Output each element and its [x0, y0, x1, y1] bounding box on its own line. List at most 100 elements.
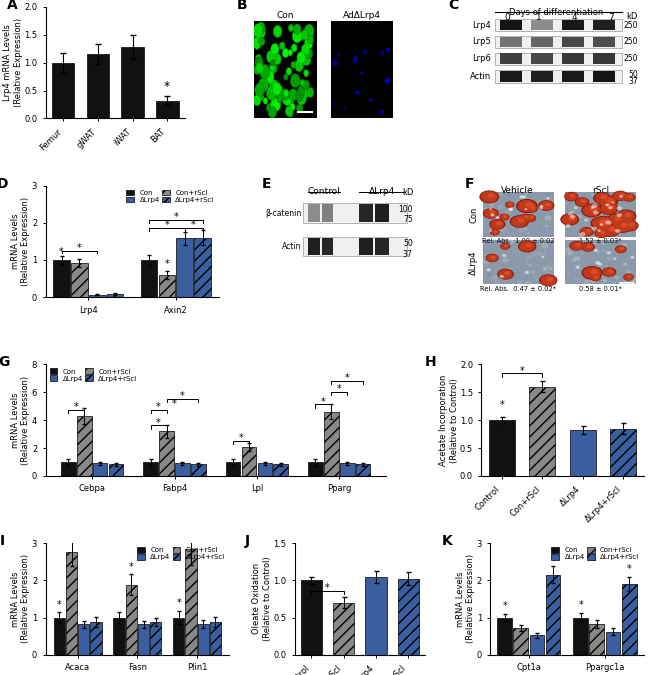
- Circle shape: [506, 267, 512, 271]
- Circle shape: [256, 25, 265, 38]
- Text: AdΔLrp4: AdΔLrp4: [343, 11, 381, 20]
- Circle shape: [506, 256, 508, 258]
- Circle shape: [504, 203, 508, 206]
- Circle shape: [265, 72, 274, 83]
- Bar: [562, 20, 584, 30]
- Circle shape: [490, 211, 495, 214]
- Circle shape: [593, 218, 608, 228]
- Circle shape: [595, 262, 600, 264]
- Bar: [562, 72, 584, 82]
- Circle shape: [354, 58, 356, 61]
- Circle shape: [495, 231, 497, 232]
- Circle shape: [621, 235, 624, 236]
- Text: 0.58 ± 0.01*: 0.58 ± 0.01*: [579, 286, 621, 292]
- Bar: [125, 585, 137, 655]
- Circle shape: [492, 275, 497, 279]
- Circle shape: [594, 242, 597, 244]
- Circle shape: [281, 90, 289, 100]
- Circle shape: [302, 56, 307, 63]
- Circle shape: [522, 196, 526, 198]
- Bar: [593, 20, 614, 30]
- Bar: [500, 36, 522, 47]
- Text: 37: 37: [403, 250, 413, 259]
- Bar: [565, 240, 636, 284]
- Circle shape: [274, 85, 282, 97]
- Circle shape: [520, 215, 531, 221]
- Circle shape: [546, 193, 552, 196]
- Circle shape: [270, 101, 278, 111]
- Circle shape: [625, 275, 632, 279]
- Circle shape: [608, 206, 613, 209]
- Circle shape: [582, 209, 586, 211]
- Circle shape: [566, 193, 577, 200]
- Circle shape: [628, 275, 631, 277]
- Text: *: *: [59, 247, 64, 257]
- Bar: [562, 36, 584, 47]
- Circle shape: [603, 225, 618, 236]
- Circle shape: [549, 272, 553, 275]
- Text: *: *: [627, 564, 632, 574]
- Circle shape: [289, 25, 293, 31]
- Circle shape: [603, 279, 606, 281]
- Bar: [483, 192, 554, 237]
- Bar: [78, 624, 90, 655]
- Circle shape: [584, 258, 586, 259]
- Circle shape: [591, 279, 595, 281]
- Circle shape: [614, 227, 616, 228]
- Circle shape: [482, 249, 486, 251]
- Text: *: *: [520, 366, 525, 375]
- Circle shape: [624, 274, 633, 280]
- Circle shape: [599, 220, 605, 223]
- Circle shape: [494, 279, 499, 283]
- Circle shape: [575, 278, 580, 281]
- Circle shape: [577, 216, 582, 219]
- Circle shape: [304, 70, 308, 76]
- Circle shape: [514, 250, 517, 252]
- Circle shape: [542, 256, 544, 258]
- Bar: [606, 632, 620, 655]
- Bar: [340, 464, 354, 476]
- Circle shape: [510, 276, 514, 278]
- Bar: [86, 54, 109, 119]
- Circle shape: [541, 222, 543, 223]
- Bar: [365, 577, 387, 655]
- Circle shape: [488, 196, 493, 199]
- Circle shape: [488, 194, 494, 197]
- Circle shape: [595, 276, 598, 278]
- Circle shape: [293, 30, 302, 42]
- Bar: [66, 552, 77, 655]
- Bar: [274, 464, 288, 476]
- Circle shape: [575, 264, 580, 267]
- Text: ΔLrp4: ΔLrp4: [469, 250, 478, 275]
- Text: *: *: [345, 373, 350, 383]
- Circle shape: [515, 277, 518, 279]
- Bar: [593, 72, 614, 82]
- Circle shape: [605, 252, 607, 253]
- Circle shape: [547, 232, 549, 234]
- Y-axis label: mRNA Levels
(Relative Expression): mRNA Levels (Relative Expression): [11, 554, 31, 643]
- Circle shape: [502, 254, 506, 256]
- Circle shape: [616, 230, 620, 234]
- Circle shape: [596, 233, 601, 236]
- Bar: [621, 584, 636, 655]
- Circle shape: [305, 25, 313, 37]
- Circle shape: [273, 83, 281, 95]
- Text: G: G: [0, 355, 9, 369]
- Bar: [590, 624, 605, 655]
- Circle shape: [578, 258, 581, 260]
- Circle shape: [494, 254, 497, 255]
- Circle shape: [618, 198, 621, 200]
- Bar: [495, 70, 622, 83]
- Circle shape: [582, 244, 593, 250]
- Circle shape: [621, 223, 627, 227]
- Bar: [53, 260, 70, 297]
- Circle shape: [254, 38, 261, 49]
- Circle shape: [257, 23, 265, 34]
- Circle shape: [543, 268, 546, 270]
- Circle shape: [608, 214, 625, 225]
- Circle shape: [587, 280, 588, 281]
- Circle shape: [485, 209, 497, 217]
- Circle shape: [283, 92, 292, 105]
- Circle shape: [482, 192, 497, 202]
- Circle shape: [618, 272, 622, 275]
